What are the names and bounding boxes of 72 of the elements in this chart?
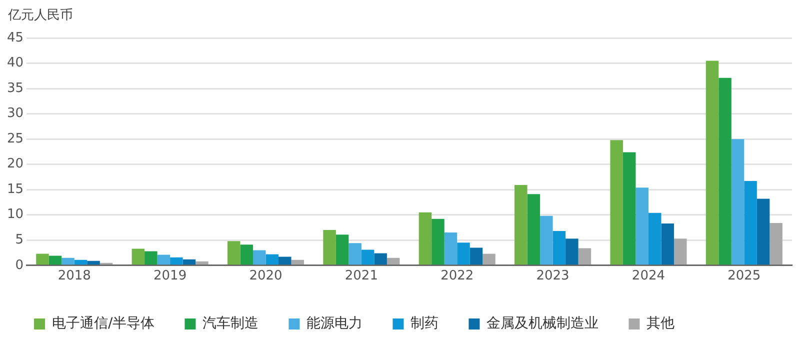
- bar: [227, 241, 240, 265]
- y-tick-label: 25: [6, 131, 24, 146]
- x-tick-label: 2022: [440, 268, 474, 284]
- bar: [718, 78, 732, 265]
- y-tick-label: 5: [15, 232, 24, 248]
- bar: [252, 250, 266, 265]
- y-tick-label: 30: [6, 106, 24, 122]
- y-tick-label: 40: [6, 56, 24, 71]
- bar: [540, 216, 553, 265]
- bar: [87, 260, 100, 265]
- bar: [482, 254, 496, 265]
- bar: [470, 248, 483, 265]
- bar: [278, 256, 292, 265]
- legend-label: 金属及机械制造业: [486, 316, 599, 332]
- bar: [770, 222, 782, 265]
- bar: [144, 251, 158, 265]
- bar: [240, 244, 253, 265]
- bar: [648, 212, 662, 265]
- bar: [622, 152, 636, 265]
- bar: [457, 242, 470, 265]
- bar: [348, 243, 362, 265]
- bar: [323, 230, 336, 265]
- bar: [636, 188, 648, 265]
- bar: [756, 198, 770, 265]
- bar: [361, 250, 374, 265]
- bar: [170, 257, 183, 265]
- x-tick-label: 2025: [728, 268, 761, 284]
- bar: [291, 260, 304, 265]
- bar: [62, 258, 74, 265]
- y-tick-label: 15: [6, 182, 24, 197]
- bar: [527, 194, 540, 265]
- bar: [444, 232, 458, 265]
- y-tick-label: 0: [15, 258, 24, 273]
- legend-label: 能源电力: [306, 316, 363, 332]
- bar: [418, 212, 432, 265]
- y-tick-label: 35: [6, 80, 24, 96]
- bar: [432, 218, 444, 265]
- bar: [661, 223, 674, 265]
- bar: [182, 259, 196, 265]
- bar: [578, 248, 592, 265]
- legend-label: 电子通信/半导体: [52, 316, 155, 332]
- bar: [552, 231, 566, 265]
- legend-label: 其他: [646, 316, 675, 332]
- bar: [48, 256, 62, 265]
- bar: [386, 258, 400, 265]
- bar: [157, 254, 170, 265]
- x-tick-label: 2023: [536, 268, 570, 284]
- bar: [336, 234, 349, 265]
- bar: [731, 139, 744, 265]
- bar: [74, 260, 88, 265]
- bar: [514, 185, 528, 265]
- bar: [196, 261, 208, 265]
- bar: [374, 253, 387, 265]
- bar: [266, 254, 279, 265]
- legend-label: 汽车制造: [202, 316, 259, 332]
- x-tick-label: 2019: [154, 268, 187, 284]
- x-tick-label: 2018: [58, 268, 91, 284]
- y-tick-label: 10: [6, 207, 24, 222]
- bar: [132, 248, 145, 265]
- bar: [566, 238, 578, 265]
- bar: [674, 238, 687, 265]
- bar: [36, 254, 49, 265]
- y-tick-label: 45: [6, 30, 24, 46]
- y-axis-title: 亿元人民币: [8, 7, 73, 24]
- y-tick-label: 20: [6, 156, 24, 172]
- legend-label: 制药: [410, 316, 439, 332]
- bar: [610, 140, 623, 265]
- x-tick-label: 2024: [632, 268, 666, 284]
- bar: [744, 181, 757, 265]
- x-tick-label: 2020: [249, 268, 282, 284]
- bar: [706, 60, 719, 265]
- x-tick-label: 2021: [344, 268, 378, 284]
